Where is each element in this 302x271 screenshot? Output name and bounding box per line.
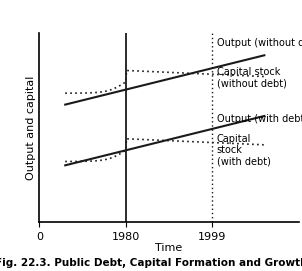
Y-axis label: Output and capital: Output and capital [27,75,37,180]
Text: Fig. 22.3. Public Debt, Capital Formation and Growth: Fig. 22.3. Public Debt, Capital Formatio… [0,258,302,268]
X-axis label: Time: Time [156,243,183,253]
Text: Output (with debt): Output (with debt) [217,114,302,124]
Text: Output (without debt): Output (without debt) [217,38,302,48]
Text: Capital stock
(without debt): Capital stock (without debt) [217,67,287,89]
Text: Capital
stock
(with debt): Capital stock (with debt) [217,134,271,167]
